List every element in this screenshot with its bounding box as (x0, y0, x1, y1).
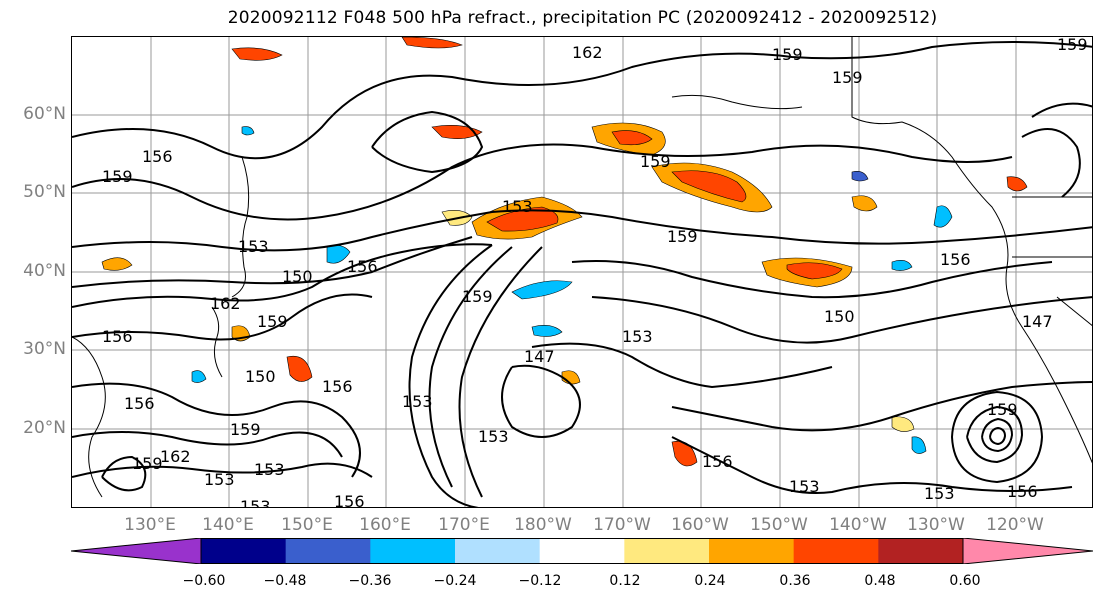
contour-label: 159 (987, 400, 1018, 419)
precip-negative (191, 126, 953, 454)
colorbar-tick: 0.12 (609, 573, 641, 589)
colorbar-segment (793, 538, 879, 564)
contour-label: 150 (824, 307, 855, 326)
contour-label: 150 (245, 367, 276, 386)
colorbar-segment (370, 538, 456, 564)
colorbar-segment (539, 538, 625, 564)
colorbar-tick: 0.36 (779, 573, 811, 589)
lat-label-20n: 20°N (23, 418, 66, 438)
contour-label: 156 (124, 394, 155, 413)
lat-label-50n: 50°N (23, 182, 66, 202)
map-canvas: 162 159 159 159 156 159 153 159 150 156 … (72, 37, 1092, 508)
lon-label: 130°W (907, 515, 965, 535)
colorbar-extend-min (71, 538, 201, 564)
contour-label: 156 (142, 147, 173, 166)
lon-label: 140°W (829, 515, 887, 535)
colorbar-tick: −0.12 (518, 573, 562, 589)
contour-label: 153 (402, 392, 433, 411)
precip-positive (101, 37, 1028, 467)
lat-label-60n: 60°N (23, 104, 66, 124)
contour-label: 156 (102, 327, 133, 346)
contour-label: 159 (257, 312, 288, 331)
contour-label: 159 (1057, 37, 1088, 54)
contour-label: 159 (230, 420, 261, 439)
map-title: 2020092112 F048 500 hPa refract., precip… (227, 8, 938, 28)
contour-label: 153 (478, 427, 509, 446)
contour-label: 153 (502, 197, 533, 216)
contour-label: 147 (524, 347, 555, 366)
colorbar-tick: −0.36 (348, 573, 392, 589)
lon-label: 170°W (593, 515, 651, 535)
coastlines (72, 37, 1092, 498)
contour-label: 153 (622, 327, 653, 346)
lon-label: 150°W (750, 515, 808, 535)
contour-label: 153 (240, 497, 271, 508)
contour-label: 159 (132, 454, 163, 473)
colorbar-segment (285, 538, 371, 564)
contour-label: 147 (1022, 312, 1053, 331)
colorbar-segment (709, 538, 795, 564)
colorbar-extend-max (963, 538, 1093, 564)
colorbar-tick: 0.60 (949, 573, 981, 589)
contour-label: 159 (102, 167, 133, 186)
colorbar-segment (624, 538, 710, 564)
lon-label: 160°W (671, 515, 729, 535)
contour-label: 156 (1007, 482, 1038, 501)
lon-label: 160°E (359, 515, 411, 535)
refractivity-contours (72, 41, 1092, 507)
colorbar-tick: 0.48 (864, 573, 896, 589)
contour-label: 159 (640, 152, 671, 171)
contour-label: 156 (347, 257, 378, 276)
colorbar-tick: 0.24 (694, 573, 726, 589)
colorbar-segment (455, 538, 541, 564)
map-panel: 162 159 159 159 156 159 153 159 150 156 … (71, 36, 1093, 508)
contour-label: 156 (940, 250, 971, 269)
lon-label: 120°W (986, 515, 1044, 535)
lon-label: 180°W (514, 515, 572, 535)
graticule (72, 37, 1092, 507)
lon-label: 170°E (438, 515, 490, 535)
contour-label: 162 (572, 43, 603, 62)
contour-label: 153 (254, 460, 285, 479)
colorbar-tick: −0.60 (182, 573, 226, 589)
lon-label: 150°E (281, 515, 333, 535)
colorbar (71, 538, 1093, 564)
contour-label: 153 (924, 484, 955, 503)
contour-label: 159 (667, 227, 698, 246)
contour-label: 150 (282, 267, 313, 286)
colorbar-segment (878, 538, 964, 564)
contour-label: 162 (160, 447, 191, 466)
lon-label: 130°E (124, 515, 176, 535)
contour-label: 153 (204, 470, 235, 489)
contour-label: 159 (772, 45, 803, 64)
contour-label: 153 (238, 237, 269, 256)
colorbar-tick: −0.24 (433, 573, 477, 589)
lat-label-40n: 40°N (23, 261, 66, 281)
contour-label: 159 (462, 287, 493, 306)
contour-label: 156 (702, 452, 733, 471)
colorbar-tick: −0.48 (263, 573, 307, 589)
colorbar-segment (201, 538, 287, 564)
lon-label: 140°E (202, 515, 254, 535)
contour-label: 156 (334, 492, 365, 508)
lat-label-30n: 30°N (23, 339, 66, 359)
contour-label: 153 (789, 477, 820, 496)
contour-label: 156 (322, 377, 353, 396)
contour-label: 162 (210, 294, 241, 313)
contour-label: 159 (832, 68, 863, 87)
contour-labels: 162 159 159 159 156 159 153 159 150 156 … (102, 37, 1088, 508)
